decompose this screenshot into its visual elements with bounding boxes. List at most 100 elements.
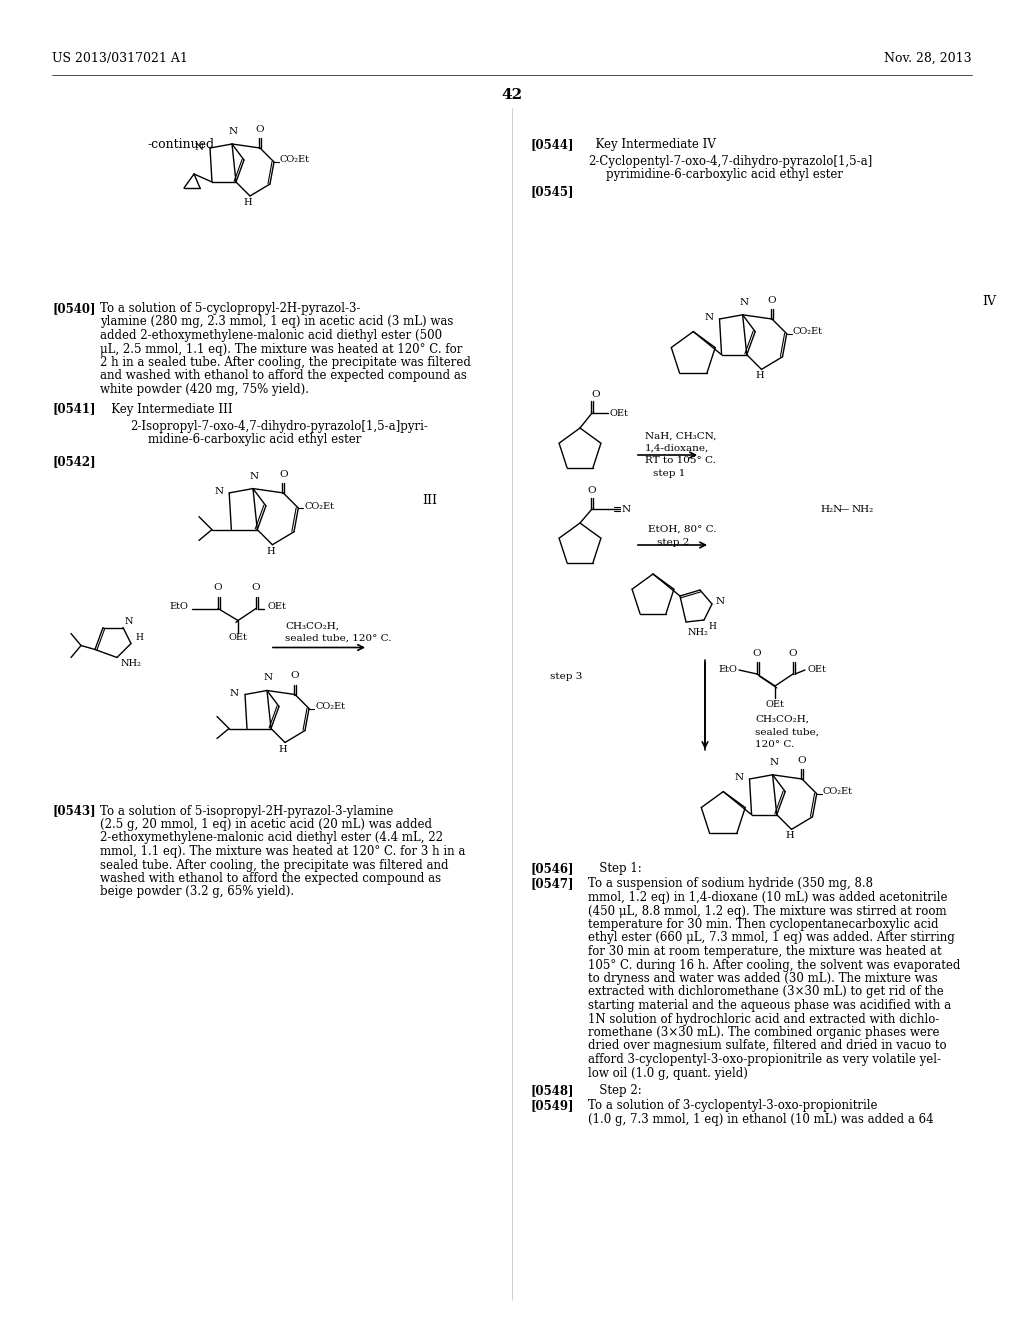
Text: N: N: [734, 774, 743, 783]
Text: O: O: [788, 649, 798, 657]
Text: CH₃CO₂H,: CH₃CO₂H,: [285, 622, 339, 631]
Text: OEt: OEt: [228, 632, 248, 642]
Text: sealed tube, 120° C.: sealed tube, 120° C.: [285, 634, 391, 643]
Text: H: H: [755, 371, 764, 380]
Text: RT to 105° C.: RT to 105° C.: [645, 455, 716, 465]
Text: [0549]: [0549]: [530, 1100, 573, 1113]
Text: added 2-ethoxymethylene-malonic acid diethyl ester (500: added 2-ethoxymethylene-malonic acid die…: [100, 329, 442, 342]
Text: To a suspension of sodium hydride (350 mg, 8.8: To a suspension of sodium hydride (350 m…: [588, 878, 873, 891]
Text: N: N: [716, 598, 725, 606]
Text: 2-Isopropyl-7-oxo-4,7-dihydro-pyrazolo[1,5-a]pyri-: 2-Isopropyl-7-oxo-4,7-dihydro-pyrazolo[1…: [130, 420, 428, 433]
Text: O: O: [768, 296, 776, 305]
Text: beige powder (3.2 g, 65% yield).: beige powder (3.2 g, 65% yield).: [100, 886, 294, 899]
Text: 120° C.: 120° C.: [755, 741, 795, 748]
Text: EtO: EtO: [169, 602, 188, 611]
Text: [0540]: [0540]: [52, 302, 95, 315]
Text: N: N: [769, 758, 778, 767]
Text: (450 μL, 8.8 mmol, 1.2 eq). The mixture was stirred at room: (450 μL, 8.8 mmol, 1.2 eq). The mixture …: [588, 904, 946, 917]
Text: washed with ethanol to afford the expected compound as: washed with ethanol to afford the expect…: [100, 873, 441, 884]
Text: pyrimidine-6-carboxylic acid ethyl ester: pyrimidine-6-carboxylic acid ethyl ester: [606, 168, 843, 181]
Text: H: H: [279, 744, 288, 754]
Text: To a solution of 5-isopropyl-2H-pyrazol-3-ylamine: To a solution of 5-isopropyl-2H-pyrazol-…: [100, 804, 393, 817]
Text: N: N: [228, 127, 238, 136]
Text: H₂N: H₂N: [820, 506, 843, 513]
Text: US 2013/0317021 A1: US 2013/0317021 A1: [52, 51, 187, 65]
Text: NH₂: NH₂: [852, 506, 874, 513]
Text: N: N: [739, 298, 749, 306]
Text: step 2: step 2: [657, 539, 689, 546]
Text: O: O: [588, 486, 596, 495]
Text: step 3: step 3: [550, 672, 583, 681]
Text: N: N: [195, 143, 204, 152]
Text: O: O: [214, 583, 222, 593]
Text: CO₂Et: CO₂Et: [793, 327, 822, 337]
Text: O: O: [279, 470, 288, 479]
Text: afford 3-cyclopentyl-3-oxo-propionitrile as very volatile yel-: afford 3-cyclopentyl-3-oxo-propionitrile…: [588, 1053, 941, 1067]
Text: 2-Cyclopentyl-7-oxo-4,7-dihydro-pyrazolo[1,5-a]: 2-Cyclopentyl-7-oxo-4,7-dihydro-pyrazolo…: [588, 154, 872, 168]
Text: [0543]: [0543]: [52, 804, 95, 817]
Text: NH₂: NH₂: [688, 628, 709, 638]
Text: CO₂Et: CO₂Et: [315, 702, 345, 711]
Text: [0545]: [0545]: [530, 185, 573, 198]
Text: ethyl ester (660 μL, 7.3 mmol, 1 eq) was added. After stirring: ethyl ester (660 μL, 7.3 mmol, 1 eq) was…: [588, 932, 954, 945]
Text: N: N: [229, 689, 239, 698]
Text: sealed tube. After cooling, the precipitate was filtered and: sealed tube. After cooling, the precipit…: [100, 858, 449, 871]
Text: low oil (1.0 g, quant. yield): low oil (1.0 g, quant. yield): [588, 1067, 748, 1080]
Text: 1N solution of hydrochloric acid and extracted with dichlo-: 1N solution of hydrochloric acid and ext…: [588, 1012, 939, 1026]
Text: Step 1:: Step 1:: [588, 862, 642, 875]
Text: H: H: [785, 832, 794, 841]
Text: EtO: EtO: [718, 665, 737, 675]
Text: H: H: [244, 198, 252, 207]
Text: ylamine (280 mg, 2.3 mmol, 1 eq) in acetic acid (3 mL) was: ylamine (280 mg, 2.3 mmol, 1 eq) in acet…: [100, 315, 454, 329]
Text: starting material and the aqueous phase was acidified with a: starting material and the aqueous phase …: [588, 999, 951, 1012]
Text: [0541]: [0541]: [52, 403, 95, 416]
Text: [0544]: [0544]: [530, 139, 573, 150]
Text: CO₂Et: CO₂Et: [304, 502, 334, 511]
Text: OEt: OEt: [610, 408, 629, 417]
Text: N: N: [705, 314, 714, 322]
Text: —: —: [839, 506, 849, 513]
Text: H: H: [135, 632, 143, 642]
Text: III: III: [422, 495, 437, 507]
Text: N: N: [214, 487, 223, 496]
Text: OEt: OEt: [268, 602, 287, 611]
Text: 105° C. during 16 h. After cooling, the solvent was evaporated: 105° C. during 16 h. After cooling, the …: [588, 958, 961, 972]
Text: extracted with dichloromethane (3×30 mL) to get rid of the: extracted with dichloromethane (3×30 mL)…: [588, 986, 944, 998]
Text: H: H: [266, 546, 274, 556]
Text: midine-6-carboxylic acid ethyl ester: midine-6-carboxylic acid ethyl ester: [148, 433, 361, 446]
Text: IV: IV: [982, 294, 996, 308]
Text: white powder (420 mg, 75% yield).: white powder (420 mg, 75% yield).: [100, 383, 309, 396]
Text: 1,4-dioxane,: 1,4-dioxane,: [645, 444, 710, 453]
Text: EtOH, 80° C.: EtOH, 80° C.: [648, 525, 717, 535]
Text: -continued: -continued: [148, 139, 215, 150]
Text: N: N: [125, 616, 133, 626]
Text: [0548]: [0548]: [530, 1084, 573, 1097]
Text: Key Intermediate III: Key Intermediate III: [100, 403, 232, 416]
Text: sealed tube,: sealed tube,: [755, 729, 819, 737]
Text: mmol, 1.1 eq). The mixture was heated at 120° C. for 3 h in a: mmol, 1.1 eq). The mixture was heated at…: [100, 845, 465, 858]
Text: and washed with ethanol to afford the expected compound as: and washed with ethanol to afford the ex…: [100, 370, 467, 383]
Text: O: O: [291, 672, 299, 681]
Text: O: O: [252, 583, 260, 593]
Text: [0542]: [0542]: [52, 455, 95, 469]
Text: N: N: [263, 673, 272, 682]
Text: step 1: step 1: [653, 469, 685, 478]
Text: dried over magnesium sulfate, filtered and dried in vacuo to: dried over magnesium sulfate, filtered a…: [588, 1040, 946, 1052]
Text: [0546]: [0546]: [530, 862, 573, 875]
Text: for 30 min at room temperature, the mixture was heated at: for 30 min at room temperature, the mixt…: [588, 945, 942, 958]
Text: O: O: [592, 389, 600, 399]
Text: OEt: OEt: [766, 700, 784, 709]
Text: 42: 42: [502, 88, 522, 102]
Text: μL, 2.5 mmol, 1.1 eq). The mixture was heated at 120° C. for: μL, 2.5 mmol, 1.1 eq). The mixture was h…: [100, 342, 463, 355]
Text: N: N: [622, 504, 631, 513]
Text: to dryness and water was added (30 mL). The mixture was: to dryness and water was added (30 mL). …: [588, 972, 938, 985]
Text: CO₂Et: CO₂Et: [822, 787, 853, 796]
Text: CH₃CO₂H,: CH₃CO₂H,: [755, 715, 809, 723]
Text: Nov. 28, 2013: Nov. 28, 2013: [885, 51, 972, 65]
Text: NH₂: NH₂: [121, 660, 142, 668]
Text: To a solution of 5-cyclopropyl-2H-pyrazol-3-: To a solution of 5-cyclopropyl-2H-pyrazo…: [100, 302, 360, 315]
Text: H: H: [708, 622, 716, 631]
Text: CO₂Et: CO₂Et: [280, 156, 310, 165]
Text: (1.0 g, 7.3 mmol, 1 eq) in ethanol (10 mL) was added a 64: (1.0 g, 7.3 mmol, 1 eq) in ethanol (10 m…: [588, 1113, 934, 1126]
Text: 2 h in a sealed tube. After cooling, the precipitate was filtered: 2 h in a sealed tube. After cooling, the…: [100, 356, 471, 370]
